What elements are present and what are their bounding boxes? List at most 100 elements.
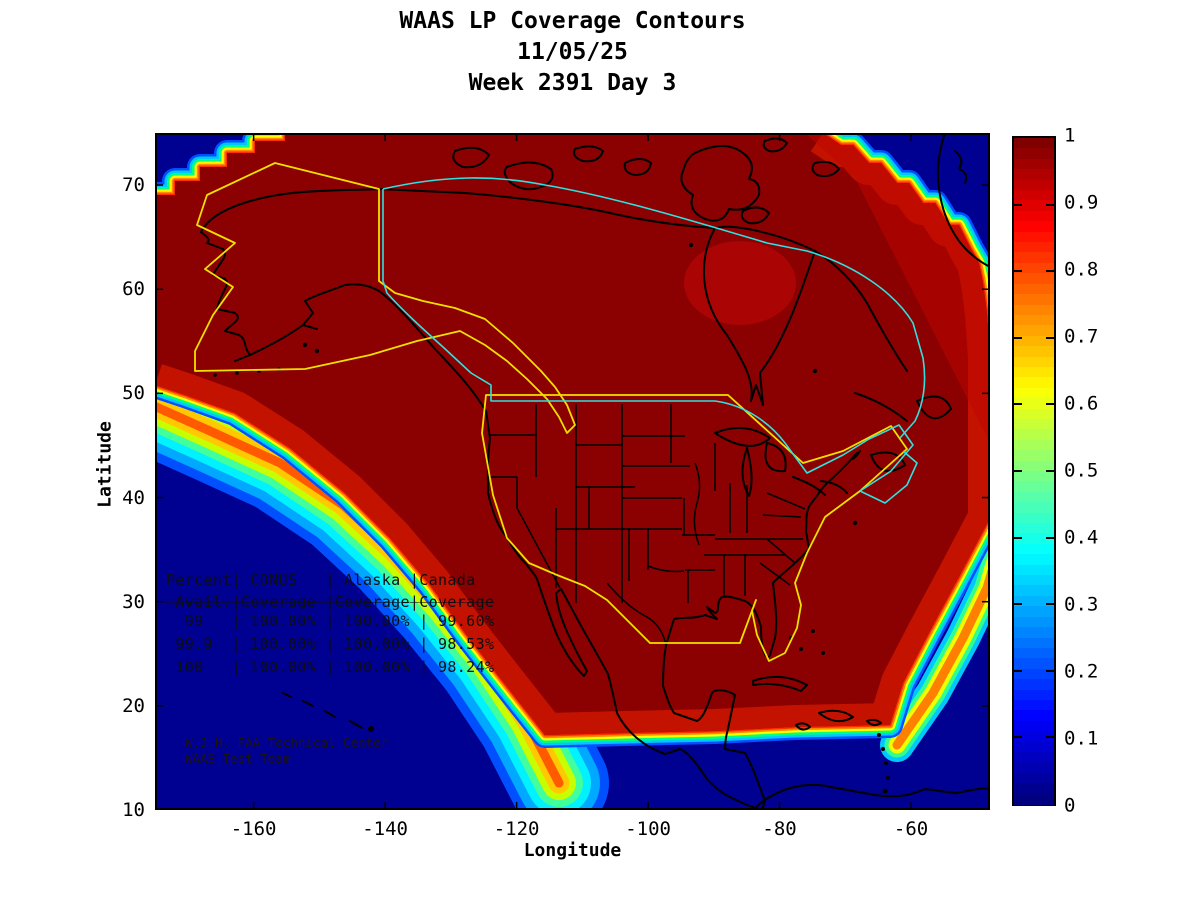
colorbar-step [1014, 346, 1054, 358]
colorbar-tick [1046, 536, 1054, 539]
colorbar-step [1014, 179, 1054, 191]
map-plot-area: Percent| CONUS | Alaska |Canada Avail.|C… [155, 133, 990, 810]
colorbar-step [1014, 616, 1054, 628]
colorbar-step [1014, 751, 1054, 763]
coastline-paths [200, 133, 990, 810]
colorbar-tick [1014, 536, 1022, 539]
title-line-3: Week 2391 Day 3 [468, 70, 677, 96]
plot-border [155, 133, 990, 810]
colorbar-tick-label: 0.4 [1064, 526, 1099, 549]
colorbar-tick [1046, 270, 1054, 273]
colorbar-tick [1014, 336, 1022, 339]
colorbar-step [1014, 783, 1054, 795]
colorbar-tick-label: 0.2 [1064, 660, 1099, 683]
conus-boundary [481, 394, 908, 662]
colorbar-tick [1046, 470, 1054, 472]
colorbar-step [1014, 273, 1054, 285]
colorbar-step [1014, 471, 1054, 482]
conus-alaska-boundary [194, 162, 908, 662]
colorbar-gradient [1014, 138, 1054, 805]
stats-table-divider: ___________________________________ [166, 585, 495, 603]
coverage-map [155, 133, 990, 810]
colorbar-step [1014, 242, 1054, 253]
colorbar-step [1014, 658, 1054, 670]
colorbar-step [1014, 668, 1054, 680]
y-tick-label: 40 [122, 486, 145, 509]
island-dots [213, 242, 890, 794]
x-axis-label: Longitude [523, 840, 622, 861]
x-tick-label: -60 [893, 818, 929, 840]
colorbar-tick [1046, 403, 1054, 406]
colorbar-step [1014, 741, 1054, 753]
colorbar-tick-label: 0.9 [1064, 191, 1099, 214]
colorbar-step [1014, 637, 1054, 649]
colorbar-step [1014, 627, 1054, 638]
colorbar-step [1014, 595, 1054, 607]
colorbar-tick [1014, 270, 1022, 273]
stats-table-line: 99.9 | 100.00% | 100.00% | 98.53% [166, 635, 495, 653]
colorbar-tick-label: 0.7 [1064, 325, 1099, 348]
x-tick-label: -120 [493, 818, 540, 840]
x-tick-label: -140 [362, 818, 408, 840]
credit-line: WAAS Test Team [185, 751, 291, 766]
colorbar-step [1014, 356, 1054, 368]
colorbar-step [1014, 793, 1054, 805]
y-tick-label: 50 [122, 382, 145, 405]
colorbar-step [1014, 564, 1054, 576]
colorbar-step [1014, 262, 1054, 274]
colorbar-step [1014, 200, 1054, 212]
stats-table-line: Avail.|Coverage |Coverage|Coverage [166, 593, 495, 611]
colorbar-step [1014, 231, 1054, 243]
colorbar-step [1014, 720, 1054, 732]
colorbar-step [1014, 762, 1054, 774]
colorbar-step [1014, 366, 1054, 378]
colorbar-tick-label: 0.8 [1064, 258, 1099, 281]
y-axis-label: Latitude [94, 421, 116, 508]
colorbar-step [1014, 439, 1054, 451]
colorbar-step [1014, 450, 1054, 462]
colorbar-tick-label: 0.6 [1064, 392, 1099, 415]
colorbar-tick [1014, 403, 1022, 406]
colorbar-step [1014, 210, 1054, 222]
colorbar-tick [1046, 603, 1054, 606]
credit-line: W.J.H. FAA Technical Center [185, 735, 389, 750]
colorbar-step [1014, 169, 1054, 181]
colorbar-tick [1046, 669, 1054, 672]
colorbar-step [1014, 606, 1054, 618]
colorbar-step [1014, 502, 1054, 514]
colorbar-tick [1014, 470, 1022, 472]
colorbar-tick-label: 1 [1064, 124, 1076, 147]
title-line-1: WAAS LP Coverage Contours [399, 8, 746, 34]
colorbar-tick [1014, 603, 1022, 606]
x-tick-label: -80 [762, 818, 797, 840]
colorbar-step [1014, 252, 1054, 264]
colorbar-step [1014, 575, 1054, 586]
colorbar-step [1014, 647, 1054, 659]
colorbar-step [1014, 335, 1054, 347]
colorbar-step [1014, 190, 1054, 201]
colorbar-step [1014, 158, 1054, 170]
colorbar-tick [1014, 736, 1022, 739]
colorbar-step [1014, 429, 1054, 441]
y-tick-label: 20 [122, 694, 145, 717]
colorbar-step [1014, 710, 1054, 722]
colorbar-step [1014, 387, 1054, 399]
state-border-paths [489, 404, 806, 646]
colorbar-step [1014, 772, 1054, 784]
y-tick-label: 70 [122, 174, 145, 197]
stats-table-line: 99 | 100.00% | 100.00% | 99.60% [166, 612, 495, 630]
colorbar-step [1014, 491, 1054, 503]
colorbar-step [1014, 554, 1054, 566]
colorbar-step [1014, 679, 1054, 691]
colorbar-step [1014, 325, 1054, 337]
colorbar-step [1014, 523, 1054, 534]
colorbar [1012, 136, 1056, 806]
colorbar-step [1014, 543, 1054, 555]
colorbar-step [1014, 585, 1054, 597]
colorbar-step [1014, 294, 1054, 305]
colorbar-step [1014, 689, 1054, 701]
colorbar-step [1014, 148, 1054, 160]
colorbar-step [1014, 398, 1054, 410]
colorbar-step [1014, 314, 1054, 326]
